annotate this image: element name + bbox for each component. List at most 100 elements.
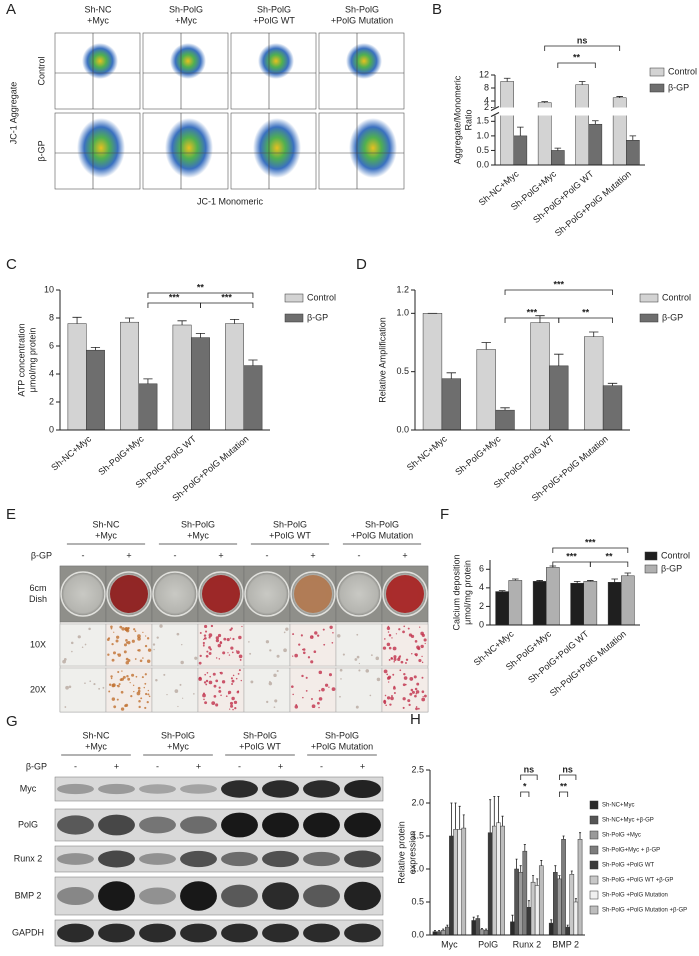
column-header: Sh-PolG: [325, 730, 359, 740]
stain-dot: [292, 693, 294, 696]
stain-dot: [238, 669, 241, 672]
y-tick-label: 0: [49, 424, 54, 434]
stain-dot: [232, 674, 235, 677]
significance-label: ns: [577, 35, 588, 45]
stain-dot: [137, 686, 141, 690]
stain-dot: [115, 639, 119, 643]
stain-dot: [215, 657, 218, 659]
error-bar: [570, 870, 573, 875]
blot-band: [180, 923, 217, 943]
stain-dot: [274, 699, 278, 703]
error-bar: [592, 120, 599, 125]
stain-dot: [117, 670, 120, 674]
stain-dot: [134, 630, 137, 633]
stain-dot: [331, 641, 334, 644]
legend-swatch: [589, 905, 599, 915]
legend-swatch: [284, 293, 304, 303]
stain-dot: [402, 630, 405, 634]
stain-dot: [71, 650, 73, 653]
stain-dot: [302, 696, 304, 699]
error-bar: [177, 320, 187, 325]
stain-dot: [215, 679, 219, 683]
stain-dot: [337, 634, 341, 638]
stain-dot: [424, 642, 426, 645]
stain-dot: [215, 703, 219, 707]
stain-dot: [231, 696, 235, 701]
bar: [86, 349, 105, 431]
column-header: Sh-PolG: [181, 519, 215, 529]
stain-dot: [301, 674, 304, 678]
stain-dot: [375, 656, 380, 661]
legend-label: Sh-PolG +PolG WT: [602, 863, 655, 869]
column-header: +Myc: [85, 741, 107, 751]
error-bar: [616, 96, 623, 98]
treatment-sign: -: [74, 761, 77, 771]
stain-dot: [298, 643, 301, 646]
stain-dot: [102, 686, 105, 689]
y-tick-label: 2: [49, 396, 54, 406]
blot-band: [221, 851, 258, 867]
stain-dot: [354, 658, 358, 661]
significance-label: ***: [554, 279, 565, 289]
stain-dot: [369, 694, 372, 697]
row-label: BMP 2: [15, 890, 42, 900]
bar: [570, 582, 584, 626]
error-bar: [536, 580, 543, 582]
column-header: Sh-NC: [82, 730, 110, 740]
stain-dot: [276, 654, 280, 658]
stain-dot: [276, 669, 279, 673]
stain-dot: [182, 697, 184, 699]
legend-swatch: [639, 313, 659, 323]
error-bar: [501, 815, 504, 827]
stain-dot: [230, 677, 233, 680]
stain-dot: [294, 705, 299, 709]
significance-bracket: [544, 45, 621, 51]
row-label: 6cm: [29, 583, 46, 593]
column-header: Sh-PolG: [169, 4, 203, 14]
stain-dot: [205, 679, 209, 683]
stain-dot: [237, 672, 240, 675]
stain-dot: [339, 695, 341, 698]
significance-label: *: [523, 781, 527, 791]
stain-dot: [88, 627, 91, 631]
stain-dot: [405, 658, 409, 662]
x-tick-label: Sh-NC+Myc: [405, 433, 449, 472]
bar: [602, 385, 623, 431]
stain-dot: [404, 683, 407, 686]
stain-dot: [218, 689, 222, 693]
stain-dot: [204, 637, 207, 640]
blot-band: [139, 853, 176, 865]
stain-dot: [203, 681, 207, 684]
legend-swatch: [589, 875, 599, 885]
y-axis-label: Aggregate/Monomeric: [452, 75, 462, 164]
legend-label: Sh-NC+Myc +β-GP: [602, 818, 654, 824]
micrograph: [105, 667, 153, 713]
cell-population: [170, 43, 206, 79]
stain-dot: [229, 701, 234, 705]
y-tick-label: 0.0: [396, 424, 409, 434]
y-tick-label: 8: [484, 82, 489, 92]
bar: [573, 901, 579, 936]
bar: [479, 929, 485, 936]
bar: [495, 409, 515, 431]
error-bar: [519, 865, 522, 873]
stain-dot: [111, 697, 116, 701]
significance-bracket: [520, 774, 538, 780]
stain-dot: [402, 683, 406, 687]
stain-dot: [116, 698, 119, 701]
stain-dot: [203, 644, 205, 646]
blot-band: [221, 884, 258, 908]
blot-band: [57, 815, 94, 835]
stain-dot: [203, 634, 207, 637]
stain-dot: [294, 653, 298, 658]
error-bar: [498, 590, 506, 592]
error-bar: [536, 878, 539, 886]
y-axis-label: expression: [407, 831, 417, 875]
stain-dot: [310, 660, 314, 664]
stain-dot: [144, 682, 147, 685]
stain-dot: [414, 653, 417, 656]
bar: [514, 868, 519, 936]
bar: [626, 140, 640, 166]
y-tick-label: 2: [479, 601, 484, 611]
stain-dot: [176, 632, 180, 636]
